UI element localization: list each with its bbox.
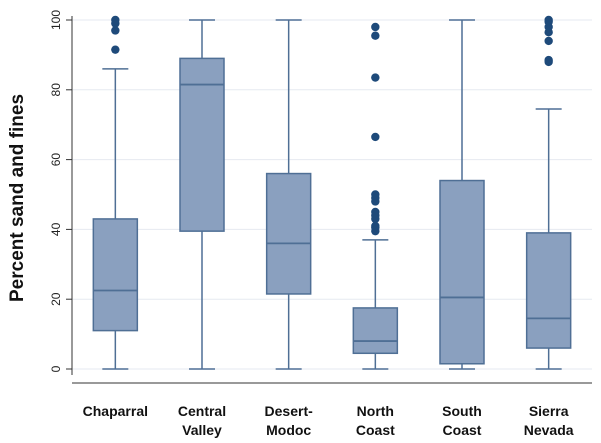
category-label: Central Valley (178, 403, 226, 438)
category-label-line: Modoc (266, 422, 311, 438)
category-label-line: Central (178, 403, 226, 419)
grid-lines (72, 19, 592, 370)
outlier-point (371, 31, 380, 40)
outlier-point (544, 15, 553, 25)
category-label: North Coast (356, 403, 395, 438)
outlier-point (371, 221, 380, 231)
box-group (439, 19, 485, 370)
category-label-line: North (357, 403, 394, 419)
outlier-point (111, 45, 120, 54)
outlier-point (111, 26, 120, 35)
outlier-point (371, 207, 380, 217)
category-label-line: Coast (443, 422, 482, 438)
category-label-line: Desert- (265, 403, 314, 419)
outlier-point (371, 22, 380, 32)
box (525, 232, 572, 349)
box-group (352, 22, 399, 370)
outlier-point (371, 73, 380, 82)
box-group (92, 15, 139, 370)
y-tick-label: 100 (49, 10, 63, 30)
category-label-line: Nevada (524, 422, 574, 438)
category-label: South Coast (442, 403, 482, 438)
box (439, 179, 485, 365)
category-label-line: Valley (182, 422, 222, 438)
category-label-line: Sierra (529, 403, 569, 419)
y-axis-title: Percent sand and fines (7, 94, 28, 302)
y-tick-label: 80 (49, 83, 63, 97)
category-label-line: Coast (356, 422, 395, 438)
outlier-point (544, 36, 553, 46)
category-label: Chaparral (83, 403, 148, 419)
box-group (265, 19, 312, 370)
category-label: Sierra Nevada (524, 403, 574, 438)
category-label: Desert- Modoc (265, 403, 314, 438)
y-tick-label: 60 (49, 153, 63, 167)
y-tick-label: 40 (49, 222, 63, 236)
box-group (179, 19, 225, 370)
category-label-line: Chaparral (83, 403, 148, 419)
box-group (525, 15, 572, 370)
outlier-point (111, 15, 120, 25)
outlier-point (371, 190, 380, 199)
box (265, 172, 312, 295)
outlier-point (544, 55, 553, 65)
y-tick-label: 0 (49, 365, 63, 372)
y-axis: 0 20 40 60 80 100 (49, 10, 73, 375)
box-series (92, 15, 572, 370)
outlier-point (371, 132, 380, 142)
box (92, 218, 139, 332)
box (179, 57, 225, 232)
category-label-line: South (442, 403, 482, 419)
x-axis: Chaparral Central Valley Desert- Modoc North C… (72, 382, 592, 438)
box (352, 307, 399, 355)
y-tick-label: 20 (49, 292, 63, 306)
